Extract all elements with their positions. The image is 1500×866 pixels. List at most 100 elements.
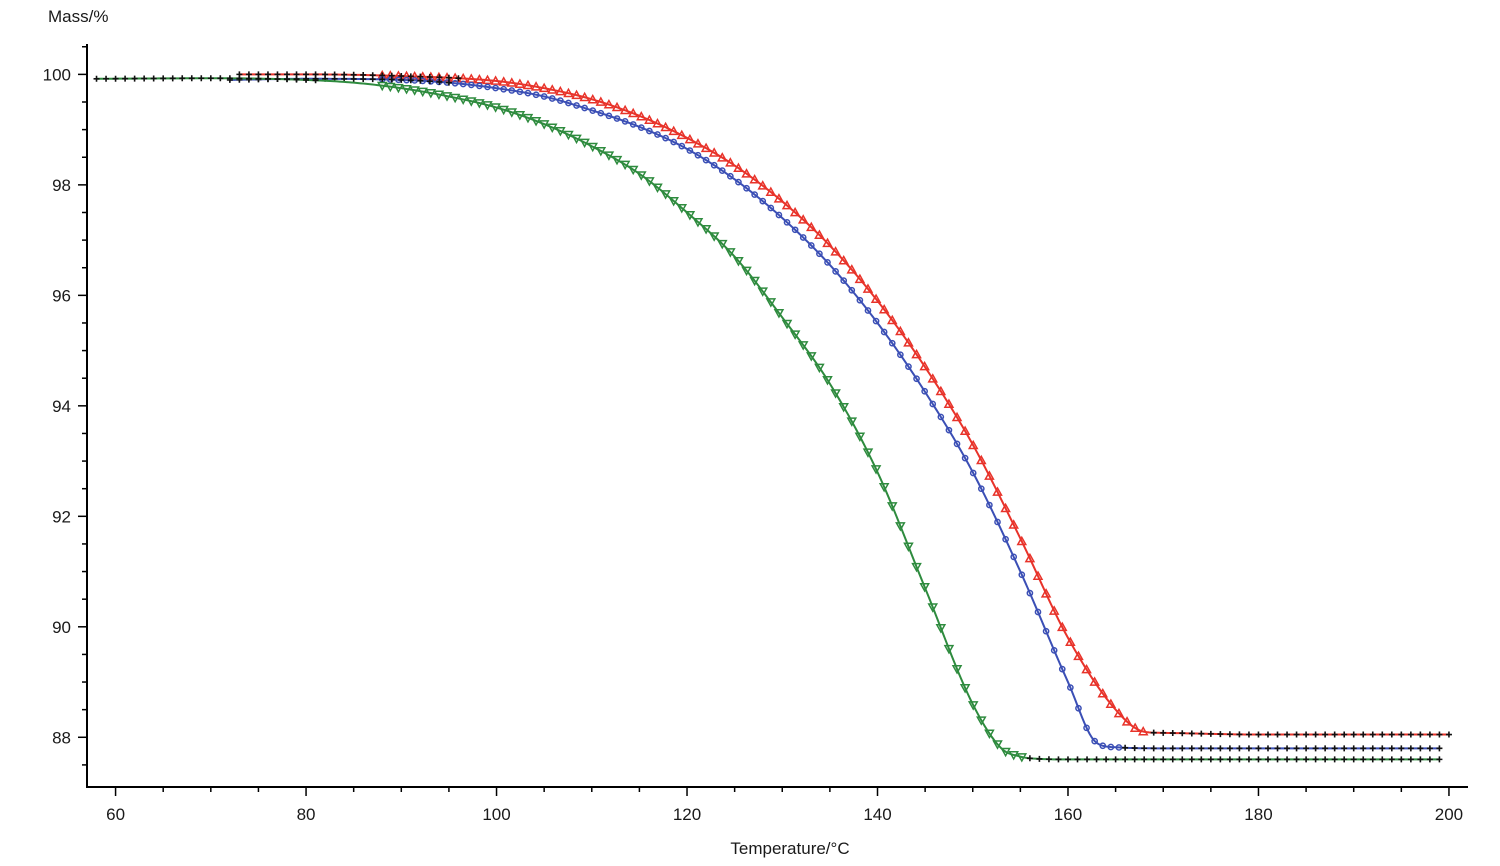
data-point (1091, 737, 1099, 745)
data-point (676, 203, 688, 214)
data-point (1008, 519, 1019, 529)
data-point (757, 180, 769, 190)
plateau-point (1169, 730, 1176, 737)
data-point (741, 266, 752, 277)
data-point (692, 138, 704, 148)
data-point (814, 363, 825, 374)
plateau-point (1322, 745, 1329, 752)
data-point (727, 172, 734, 180)
data-point (814, 229, 825, 239)
data-point (1016, 753, 1028, 763)
plateau-point (217, 75, 224, 82)
data-point (540, 93, 548, 100)
data-point (994, 518, 1001, 526)
x-tick-label: 200 (1435, 805, 1463, 824)
plateau-point (407, 77, 414, 84)
data-point (961, 454, 969, 462)
data-point (903, 542, 914, 552)
plateau-point (360, 76, 367, 83)
data-point (886, 314, 898, 325)
data-point (878, 482, 890, 493)
data-point (1024, 552, 1036, 563)
data-point (589, 107, 597, 114)
data-point (959, 684, 971, 694)
data-point (903, 337, 914, 347)
plateau-point (141, 75, 148, 82)
plateau-point (1274, 745, 1281, 752)
data-point (1083, 724, 1090, 732)
data-point (840, 277, 848, 285)
data-point (888, 339, 896, 347)
data-point (838, 254, 849, 265)
data-point (862, 448, 874, 458)
plateau-point (1322, 731, 1329, 738)
y-tick-label: 92 (52, 507, 71, 526)
data-point (522, 79, 534, 90)
plateau-point (1255, 756, 1262, 763)
data-point (700, 142, 712, 153)
plateau-point (1255, 731, 1262, 738)
data-point (1115, 744, 1123, 751)
data-point (702, 156, 710, 164)
plateau-point (1217, 756, 1224, 763)
data-point (587, 93, 599, 104)
data-point (1105, 698, 1117, 708)
data-point (789, 206, 801, 217)
data-point (976, 454, 987, 465)
data-point (646, 127, 653, 135)
data-point (986, 501, 993, 509)
plateau-point (1207, 745, 1214, 752)
data-point (725, 157, 736, 167)
series-line (96, 77, 1440, 761)
plateau-point (1274, 731, 1281, 738)
data-point (516, 88, 524, 96)
data-point (927, 373, 939, 383)
data-point (905, 363, 912, 370)
x-tick-label: 100 (482, 805, 510, 824)
data-point (417, 87, 429, 98)
data-point (684, 211, 696, 221)
plateau-point (1064, 756, 1071, 763)
data-point (467, 81, 475, 89)
plateau-point (1322, 756, 1329, 763)
data-point (581, 104, 588, 112)
plateau-point (93, 75, 100, 82)
plateau-point (303, 76, 310, 83)
data-point (984, 729, 995, 740)
data-point (1018, 571, 1026, 579)
data-point (816, 250, 823, 258)
data-point (603, 151, 615, 161)
plateau-point (1436, 745, 1443, 752)
data-point (864, 307, 872, 314)
data-point (937, 413, 945, 421)
data-point (409, 86, 420, 96)
data-point (605, 112, 613, 120)
data-point (1097, 687, 1109, 698)
plateau-point (255, 75, 262, 82)
plateau-point (1217, 745, 1224, 752)
data-point (490, 75, 501, 85)
data-point (629, 121, 637, 128)
plateau-point (1341, 731, 1348, 738)
data-point (733, 162, 744, 173)
data-point (563, 87, 574, 98)
plateau-point (1284, 756, 1291, 763)
plateau-point (245, 75, 252, 82)
data-point (611, 155, 623, 166)
data-point (579, 91, 590, 102)
data-point (1016, 535, 1028, 546)
data-point (945, 426, 953, 434)
x-tick-label: 180 (1244, 805, 1272, 824)
plateau-point (1169, 756, 1176, 763)
data-point (822, 375, 833, 386)
data-point (613, 115, 621, 122)
data-point (959, 425, 971, 436)
plateau-point (1112, 756, 1119, 763)
plateau-point (1407, 756, 1414, 763)
data-point (911, 562, 922, 573)
plateau-point (1388, 731, 1395, 738)
plateau-point (1188, 730, 1195, 737)
plateau-point (1436, 731, 1443, 738)
data-point (781, 199, 793, 210)
plateau-point (1417, 731, 1424, 738)
